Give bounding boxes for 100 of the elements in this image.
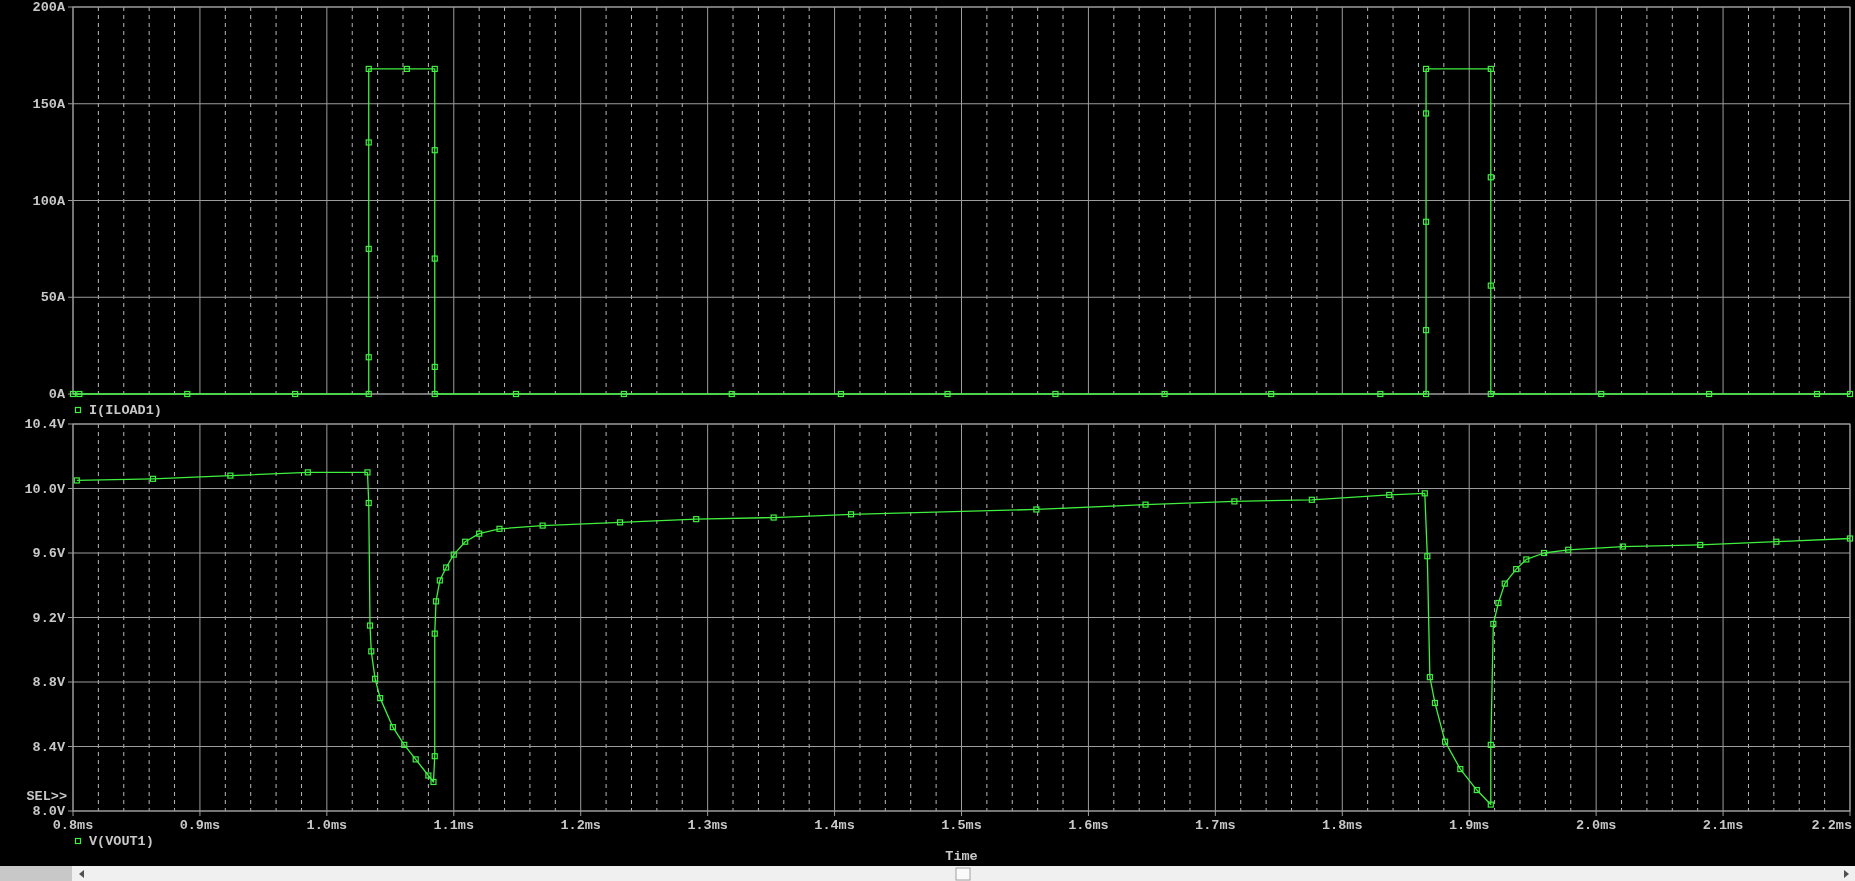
point	[1706, 390, 1713, 398]
x-tick-label: 2.1ms	[1702, 817, 1744, 833]
point	[431, 255, 438, 262]
point	[403, 65, 410, 73]
point	[365, 390, 372, 398]
x-tick-label: 1.3ms	[687, 817, 728, 833]
point	[365, 245, 372, 252]
point	[1598, 390, 1605, 398]
point	[1487, 174, 1494, 181]
x-tick-label: 1.9ms	[1448, 817, 1490, 833]
x-tick-label: 0.9ms	[179, 817, 221, 833]
point	[770, 514, 777, 521]
x-tick-label: 2.2ms	[1811, 817, 1852, 833]
x-tick-label: 1.2ms	[560, 817, 601, 833]
x-tick-label: 0.8ms	[52, 817, 94, 833]
y-tick-label: 10.4V	[24, 416, 66, 432]
point	[1377, 390, 1384, 398]
point	[292, 390, 299, 398]
point	[496, 525, 503, 532]
x-tick-label: 1.1ms	[433, 817, 475, 833]
point	[76, 390, 83, 398]
y-tick-label: 8.0V	[32, 803, 66, 819]
text: SEL>>	[26, 788, 67, 804]
x-tick-label: 1.0ms	[306, 817, 348, 833]
point	[431, 630, 438, 637]
point	[431, 390, 438, 398]
point	[1386, 491, 1393, 499]
y-tick-label: 9.6V	[32, 545, 66, 561]
y-tick-label: 100A	[32, 193, 66, 208]
point	[377, 695, 384, 702]
x-tick-label: 1.6ms	[1068, 817, 1109, 833]
point	[1161, 390, 1168, 398]
point	[1457, 765, 1464, 773]
point	[476, 530, 483, 537]
point	[1142, 501, 1149, 508]
point	[693, 516, 700, 523]
y-tick-label: 0A	[48, 386, 66, 402]
point	[1487, 65, 1494, 73]
point	[1813, 390, 1821, 398]
point	[1422, 110, 1430, 117]
point	[1501, 580, 1508, 587]
point	[389, 724, 396, 731]
point	[365, 499, 372, 507]
point	[1487, 741, 1494, 748]
point	[616, 519, 624, 526]
point	[368, 648, 375, 655]
legend-label: I(ILOAD1)	[89, 402, 162, 418]
point	[462, 538, 469, 545]
point	[431, 363, 438, 371]
point	[1422, 218, 1430, 225]
point	[1473, 786, 1480, 794]
point	[1490, 620, 1497, 628]
point	[620, 390, 627, 398]
point	[837, 390, 845, 398]
x-tick-label: 1.5ms	[941, 817, 982, 833]
y-tick-label: 8.4V	[32, 739, 66, 754]
y-tick-label: 8.8V	[32, 674, 66, 690]
point	[1422, 65, 1430, 73]
x-tick-label: 1.8ms	[1322, 817, 1363, 833]
point	[401, 741, 408, 748]
point	[1231, 498, 1238, 505]
point	[1421, 490, 1428, 497]
point	[430, 778, 437, 786]
point	[436, 577, 443, 584]
point	[443, 564, 450, 571]
point	[1422, 390, 1430, 398]
point	[184, 390, 191, 398]
point	[1033, 506, 1040, 513]
point	[1442, 738, 1449, 745]
point	[1697, 541, 1704, 549]
point	[366, 622, 374, 629]
point	[227, 472, 234, 479]
point	[431, 753, 438, 760]
point	[304, 469, 311, 476]
point	[1773, 538, 1780, 545]
point	[412, 756, 419, 763]
y-tick-label: 50A	[40, 289, 66, 305]
point	[1431, 699, 1439, 707]
point	[425, 772, 432, 779]
point	[1268, 390, 1275, 398]
point	[944, 390, 951, 398]
point	[149, 475, 157, 482]
point	[431, 65, 438, 73]
point	[432, 598, 440, 605]
point	[1487, 282, 1494, 289]
point	[1523, 556, 1530, 563]
point	[1495, 599, 1502, 607]
point	[1846, 535, 1854, 542]
point	[1619, 543, 1626, 550]
point	[365, 65, 372, 73]
y-tick-label: 150A	[32, 96, 66, 112]
point	[1052, 390, 1059, 398]
point	[365, 354, 372, 361]
point	[1426, 674, 1433, 681]
x-tick-label: 1.7ms	[1195, 817, 1236, 833]
point	[1487, 801, 1494, 808]
point	[1308, 496, 1315, 503]
point	[539, 522, 546, 529]
point	[431, 147, 438, 154]
y-tick-label: 200A	[32, 0, 66, 15]
